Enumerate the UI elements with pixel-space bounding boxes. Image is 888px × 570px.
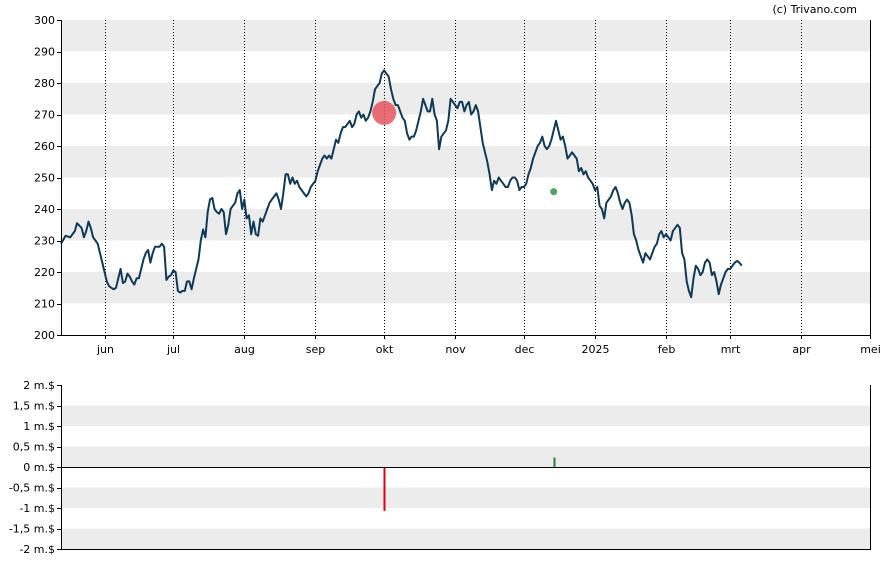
volume-y-tick-label: 0 m.$ <box>23 461 55 474</box>
price-y-tick-label: 280 <box>34 77 55 90</box>
volume-y-tick-labels: 2 m.$ 1,5 m.$ 1 m.$ 0,5 m.$ 0 m.$ -0,5 m.$ -1 … <box>9 379 61 556</box>
price-band <box>61 20 870 52</box>
month-tick-label: mrt <box>721 343 741 356</box>
price-y-tick-label: 290 <box>34 46 55 59</box>
price-y-tick-label: 250 <box>34 172 55 185</box>
sell-marker <box>372 100 397 125</box>
price-y-tick-label: 240 <box>34 203 55 216</box>
price-y-tick-label: 270 <box>34 109 55 122</box>
buy-marker <box>550 188 558 196</box>
volume-band <box>61 446 870 467</box>
price-line-group <box>60 69 743 299</box>
month-tick-label: jun <box>96 343 114 356</box>
month-tick-labels: jun jul aug sep okt nov dec 2025 feb mrt apr mei <box>96 343 881 356</box>
volume-y-tick-label: -1 m.$ <box>19 502 55 515</box>
month-tick-label: apr <box>792 343 811 356</box>
month-tick-label: sep <box>306 343 325 356</box>
month-tick-label: nov <box>445 343 466 356</box>
volume-chart-bands <box>61 405 870 549</box>
volume-y-tick-label: 1,5 m.$ <box>13 400 55 413</box>
price-series-line <box>60 69 743 299</box>
volume-y-tick-label: 2 m.$ <box>23 379 55 392</box>
price-y-tick-label: 200 <box>34 329 55 342</box>
month-tick-label: aug <box>234 343 255 356</box>
credit-label: (c) Trivano.com <box>772 3 857 16</box>
volume-y-tick-label: 1 m.$ <box>23 420 55 433</box>
price-band <box>61 272 870 304</box>
price-y-tick-label: 210 <box>34 298 55 311</box>
volume-y-tick-label: 0,5 m.$ <box>13 441 55 454</box>
month-tick-label: feb <box>658 343 676 356</box>
price-band <box>61 146 870 178</box>
trade-markers <box>372 100 558 196</box>
price-band <box>61 209 870 241</box>
volume-band <box>61 528 870 549</box>
price-y-tick-label: 230 <box>34 235 55 248</box>
month-tick-label: mei <box>860 343 881 356</box>
volume-y-tick-label: -1,5 m.$ <box>9 523 55 536</box>
price-y-tick-labels: 200 210 220 230 240 250 260 270 280 290 300 <box>34 14 61 342</box>
volume-y-tick-label: -2 m.$ <box>19 543 55 556</box>
volume-band <box>61 405 870 426</box>
price-chart-bands <box>61 20 870 304</box>
month-tick-label: jul <box>166 343 180 356</box>
price-y-tick-label: 300 <box>34 14 55 27</box>
month-tick-label: okt <box>376 343 394 356</box>
month-tick-label: 2025 <box>582 343 610 356</box>
price-y-tick-label: 220 <box>34 266 55 279</box>
volume-band <box>61 487 870 508</box>
price-y-tick-label: 260 <box>34 140 55 153</box>
volume-y-tick-label: -0,5 m.$ <box>9 482 55 495</box>
trade-bars <box>383 457 556 511</box>
month-tick-label: dec <box>515 343 535 356</box>
axes <box>61 20 871 550</box>
